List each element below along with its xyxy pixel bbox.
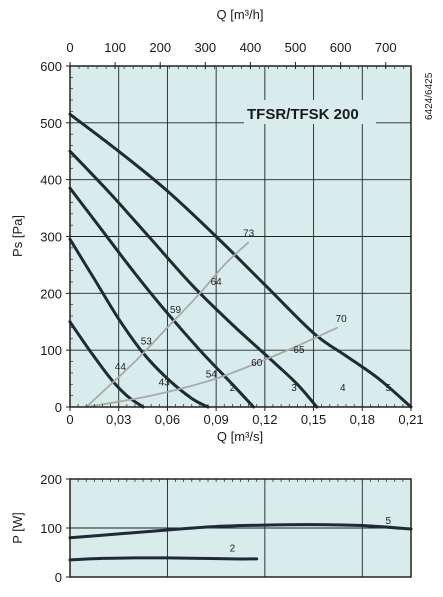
- power-y-axis-label: P [W]: [10, 512, 25, 544]
- x-tick-label: 0,15: [301, 412, 326, 427]
- curve-label: 4: [340, 383, 346, 394]
- y-tick-label: 0: [55, 400, 62, 415]
- x-tick-label: 0,06: [155, 412, 180, 427]
- curve-label: 2: [230, 383, 236, 394]
- top-tick-label: 100: [104, 40, 126, 55]
- top-tick-label: 300: [194, 40, 216, 55]
- top-axis-label: Q [m³/h]: [217, 7, 264, 22]
- y-tick-label: 300: [40, 230, 62, 245]
- power-curve-5: [68, 523, 413, 540]
- efficiency-curve-1: [85, 241, 250, 408]
- curve-label: 5: [385, 383, 391, 394]
- power-y-tick-label: 200: [40, 472, 62, 487]
- chart-code: 6424/6425: [424, 72, 435, 120]
- title-background: [244, 100, 376, 124]
- curve-label: 70: [336, 314, 348, 325]
- y-tick-label: 100: [40, 343, 62, 358]
- x-tick-label: 0,12: [252, 412, 277, 427]
- top-tick-label: 500: [285, 40, 307, 55]
- efficiency-curve-2: [86, 326, 339, 408]
- y-tick-label: 500: [40, 116, 62, 131]
- top-tick-label: 0: [66, 40, 73, 55]
- power-grid: [70, 479, 411, 577]
- main-ticks: 0 0,03 0,06 0,09 0,12 0,15 0,18 0,21 0 100 200 300 4…: [40, 40, 423, 427]
- efficiency-curves: [85, 241, 339, 408]
- top-tick-label: 600: [330, 40, 352, 55]
- y-tick-label: 400: [40, 173, 62, 188]
- curve-label: 59: [170, 305, 182, 316]
- power-curve-label: 2: [230, 544, 236, 555]
- power-curve-labels: 52: [230, 516, 392, 554]
- x-tick-label: 0,09: [203, 412, 228, 427]
- fan-curve-5: [68, 112, 413, 409]
- x-tick-label: 0,03: [106, 412, 131, 427]
- top-tick-label: 200: [149, 40, 171, 55]
- x-tick-label: 0: [66, 412, 73, 427]
- power-ticks: 0 100 200: [40, 472, 412, 585]
- curve-labels: 73 64 59 53 44 43 54 60 65 70 2 3 4 5: [115, 229, 392, 395]
- curve-label: 64: [211, 277, 223, 288]
- curve-label: 3: [291, 383, 297, 394]
- fan-curve-4: [68, 149, 319, 409]
- curve-label: 65: [293, 345, 305, 356]
- top-tick-label: 400: [240, 40, 262, 55]
- x-axis-label: Q [m³/s]: [217, 429, 263, 444]
- chart-title: TFSR/TFSK 200: [247, 106, 359, 123]
- x-tick-label: 0,21: [398, 412, 423, 427]
- curve-label: 60: [251, 358, 263, 369]
- power-curve-label: 5: [385, 516, 391, 527]
- power-y-tick-label: 0: [55, 570, 62, 585]
- power-series: [68, 523, 413, 562]
- top-tick-label: 700: [375, 40, 397, 55]
- curve-label: 44: [115, 362, 127, 373]
- y-tick-label: 600: [40, 59, 62, 74]
- y-axis-label: Ps [Pa]: [10, 215, 25, 257]
- curve-label: 53: [141, 336, 153, 347]
- y-tick-label: 200: [40, 286, 62, 301]
- power-curve-2: [68, 556, 259, 562]
- power-y-tick-label: 100: [40, 521, 62, 536]
- fan-curve-3: [68, 186, 255, 409]
- x-tick-label: 0,18: [350, 412, 375, 427]
- curve-label: 54: [206, 369, 218, 380]
- curve-label: 43: [159, 377, 171, 388]
- curve-label: 73: [243, 229, 255, 240]
